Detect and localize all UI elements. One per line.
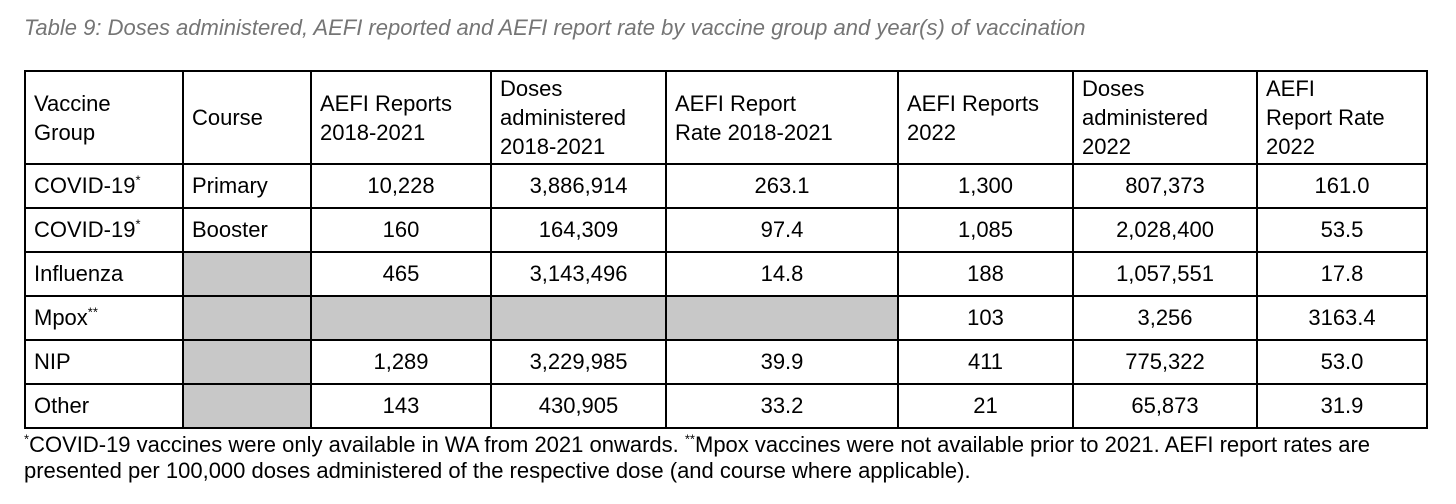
cell-aefi-report-rate-2018-2021: 39.9 [665,339,899,385]
cell-aefi-reports-2018-2021: 465 [310,251,492,297]
cell-aefi-report-rate-2018-2021: 33.2 [665,383,899,429]
footnote-text: COVID-19 vaccines were only available in… [29,432,685,457]
cell-aefi-reports-2018-2021: 10,228 [310,163,492,209]
col-header-vaccine-group: Vaccine Group [24,70,184,165]
col-header-doses-administered-2022: Doses administered 2022 [1072,70,1258,165]
aefi-data-table: Vaccine Group Course AEFI Reports 2018-2… [24,70,1428,429]
cell-aefi-report-rate-2022: 3163.4 [1256,295,1428,341]
cell-course-shaded [182,295,312,341]
cell-aefi-reports-2022: 1,300 [897,163,1074,209]
cell-aefi-reports-2018-2021: 160 [310,207,492,253]
table-row: Other 143 430,905 33.2 21 65,873 31.9 [24,383,1428,429]
cell-doses-administered-2018-2021-shaded [490,295,667,341]
cell-aefi-report-rate-2022: 53.0 [1256,339,1428,385]
col-header-aefi-reports-2018-2021: AEFI Reports 2018-2021 [310,70,492,165]
cell-doses-administered-2018-2021: 164,309 [490,207,667,253]
cell-doses-administered-2022: 807,373 [1072,163,1258,209]
cell-doses-administered-2018-2021: 3,143,496 [490,251,667,297]
cell-doses-administered-2022: 3,256 [1072,295,1258,341]
cell-doses-administered-2022: 2,028,400 [1072,207,1258,253]
cell-aefi-reports-2018-2021: 143 [310,383,492,429]
cell-vaccine-group: COVID-19* [24,207,184,253]
cell-vaccine-group: COVID-19* [24,163,184,209]
table-caption: Table 9: Doses administered, AEFI report… [24,15,1086,40]
cell-aefi-reports-2018-2021: 1,289 [310,339,492,385]
table-row: Influenza 465 3,143,496 14.8 188 1,057,5… [24,251,1428,297]
header-row: Vaccine Group Course AEFI Reports 2018-2… [24,70,1428,165]
col-header-aefi-report-rate-2022: AEFI Report Rate 2022 [1256,70,1428,165]
cell-aefi-report-rate-2022: 17.8 [1256,251,1428,297]
cell-doses-administered-2022: 775,322 [1072,339,1258,385]
cell-aefi-report-rate-2022: 31.9 [1256,383,1428,429]
col-header-doses-administered-2018-2021: Doses administered 2018-2021 [490,70,667,165]
col-header-aefi-report-rate-2018-2021: AEFI Report Rate 2018-2021 [665,70,899,165]
table-row: Mpox** 103 3,256 3163.4 [24,295,1428,341]
cell-course-shaded [182,383,312,429]
cell-aefi-report-rate-2022: 161.0 [1256,163,1428,209]
cell-course-shaded [182,339,312,385]
cell-aefi-report-rate-2018-2021: 97.4 [665,207,899,253]
cell-aefi-reports-2022: 411 [897,339,1074,385]
col-header-aefi-reports-2022: AEFI Reports 2022 [897,70,1074,165]
cell-aefi-reports-2022: 103 [897,295,1074,341]
cell-vaccine-group: Other [24,383,184,429]
document-page: Table 9: Doses administered, AEFI report… [24,15,1438,484]
cell-aefi-reports-2022: 188 [897,251,1074,297]
footnote-marker: * [135,216,141,232]
cell-vaccine-group: Influenza [24,251,184,297]
table-row: COVID-19* Primary 10,228 3,886,914 263.1… [24,163,1428,209]
cell-aefi-report-rate-2018-2021: 14.8 [665,251,899,297]
cell-doses-administered-2018-2021: 3,229,985 [490,339,667,385]
cell-aefi-reports-2022: 21 [897,383,1074,429]
footnote-marker: * [24,431,30,447]
cell-course: Primary [182,163,312,209]
cell-aefi-reports-2018-2021-shaded [310,295,492,341]
cell-vaccine-group: NIP [24,339,184,385]
cell-aefi-reports-2022: 1,085 [897,207,1074,253]
cell-vaccine-group: Mpox** [24,295,184,341]
footnote-marker: ** [87,304,98,320]
cell-doses-administered-2018-2021: 430,905 [490,383,667,429]
cell-doses-administered-2022: 65,873 [1072,383,1258,429]
cell-course: Booster [182,207,312,253]
cell-aefi-report-rate-2018-2021-shaded [665,295,899,341]
cell-doses-administered-2018-2021: 3,886,914 [490,163,667,209]
cell-course-shaded [182,251,312,297]
cell-aefi-report-rate-2022: 53.5 [1256,207,1428,253]
cell-aefi-report-rate-2018-2021: 263.1 [665,163,899,209]
table-row: NIP 1,289 3,229,985 39.9 411 775,322 53.… [24,339,1428,385]
footnote-marker: ** [684,431,695,447]
footnote-text: Mpox vaccines were not available prior t… [24,432,1371,483]
cell-doses-administered-2022: 1,057,551 [1072,251,1258,297]
footnote-marker: * [135,172,141,188]
table-row: COVID-19* Booster 160 164,309 97.4 1,085… [24,207,1428,253]
col-header-course: Course [182,70,312,165]
footnote: *COVID-19 vaccines were only available i… [24,432,1438,484]
